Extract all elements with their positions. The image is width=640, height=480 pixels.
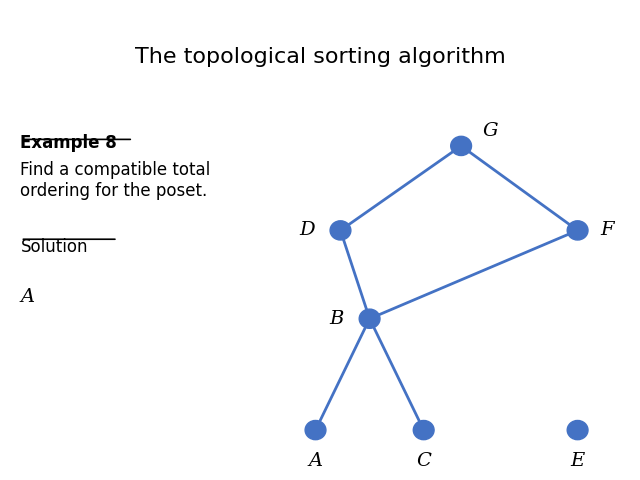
Circle shape — [413, 420, 434, 440]
Text: A: A — [308, 452, 323, 470]
Text: D: D — [300, 221, 315, 240]
Circle shape — [359, 309, 380, 328]
Text: Find a compatible total
ordering for the poset.: Find a compatible total ordering for the… — [20, 161, 211, 200]
Circle shape — [567, 221, 588, 240]
Text: G: G — [483, 121, 498, 140]
Circle shape — [305, 420, 326, 440]
Text: F: F — [600, 221, 614, 240]
Circle shape — [451, 136, 472, 156]
Text: B: B — [329, 310, 344, 328]
Text: A: A — [20, 288, 35, 306]
Text: Solution: Solution — [20, 238, 88, 256]
Text: The topological sorting algorithm: The topological sorting algorithm — [134, 47, 506, 67]
Circle shape — [567, 420, 588, 440]
Text: Example 8: Example 8 — [20, 134, 117, 153]
Circle shape — [330, 221, 351, 240]
Text: C: C — [416, 452, 431, 470]
Text: E: E — [570, 452, 585, 470]
